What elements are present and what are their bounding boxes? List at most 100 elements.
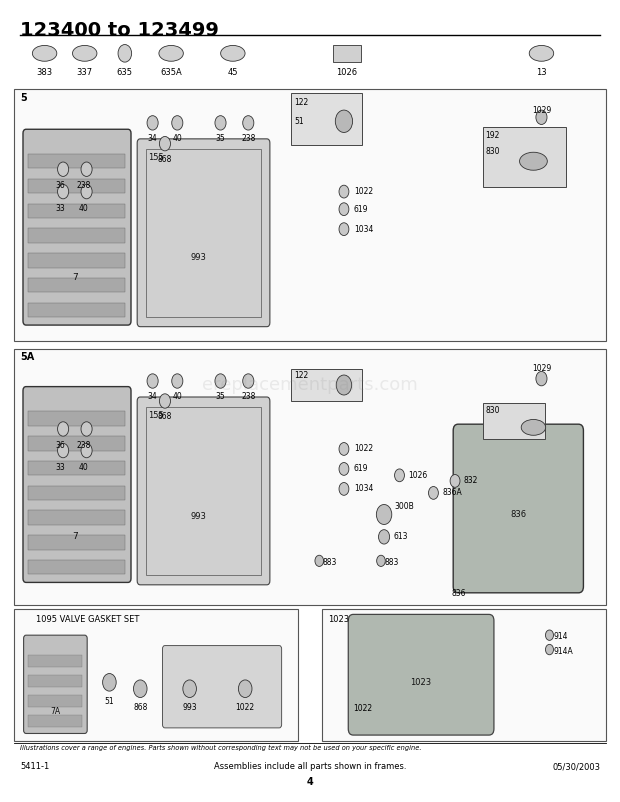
Text: 830: 830 xyxy=(485,406,500,415)
Text: 635: 635 xyxy=(117,67,133,77)
Text: 619: 619 xyxy=(354,205,368,213)
Text: 4: 4 xyxy=(307,776,313,787)
Text: 1029: 1029 xyxy=(532,106,551,115)
Text: 1022: 1022 xyxy=(353,704,373,713)
Text: 883: 883 xyxy=(384,558,399,567)
Circle shape xyxy=(339,203,349,216)
Text: 635A: 635A xyxy=(160,67,182,77)
Text: 1022: 1022 xyxy=(236,703,255,712)
Circle shape xyxy=(339,443,349,456)
Bar xyxy=(28,461,125,476)
Text: 155: 155 xyxy=(148,411,164,419)
Bar xyxy=(28,436,125,451)
Text: Assemblies include all parts shown in frames.: Assemblies include all parts shown in fr… xyxy=(214,762,406,772)
Bar xyxy=(28,535,125,549)
Text: 993: 993 xyxy=(191,253,207,261)
Text: 35: 35 xyxy=(216,134,226,143)
Bar xyxy=(28,655,82,667)
Text: 33: 33 xyxy=(55,463,65,472)
Circle shape xyxy=(58,444,69,458)
Bar xyxy=(28,204,125,218)
Text: 7: 7 xyxy=(73,273,78,282)
Circle shape xyxy=(58,184,69,199)
FancyBboxPatch shape xyxy=(453,424,583,593)
Text: ereplacementparts.com: ereplacementparts.com xyxy=(202,376,418,394)
Circle shape xyxy=(215,374,226,388)
FancyBboxPatch shape xyxy=(137,397,270,585)
Bar xyxy=(28,302,125,317)
Text: 993: 993 xyxy=(191,512,207,521)
Circle shape xyxy=(376,504,392,525)
Bar xyxy=(28,229,125,243)
Bar xyxy=(14,89,606,341)
Text: 40: 40 xyxy=(79,204,89,213)
Text: 122: 122 xyxy=(294,98,309,107)
Bar xyxy=(334,45,361,62)
Circle shape xyxy=(394,469,404,482)
Text: 51: 51 xyxy=(294,117,304,126)
FancyBboxPatch shape xyxy=(137,139,270,326)
Text: 868: 868 xyxy=(157,155,172,164)
Circle shape xyxy=(58,422,69,436)
Text: 337: 337 xyxy=(77,67,93,77)
FancyBboxPatch shape xyxy=(24,635,87,734)
Text: 123400 to 123499: 123400 to 123499 xyxy=(20,22,219,40)
Text: 1022: 1022 xyxy=(354,444,373,453)
Bar xyxy=(28,253,125,268)
Text: 836: 836 xyxy=(452,589,466,597)
Text: 45: 45 xyxy=(228,67,238,77)
Text: 40: 40 xyxy=(79,463,89,472)
Text: 35: 35 xyxy=(216,392,226,401)
Text: 868: 868 xyxy=(133,703,148,712)
Text: 1023: 1023 xyxy=(329,615,350,624)
Circle shape xyxy=(81,162,92,176)
Bar xyxy=(291,93,363,145)
Circle shape xyxy=(172,374,183,388)
FancyBboxPatch shape xyxy=(23,387,131,582)
Text: 883: 883 xyxy=(322,558,337,567)
Text: 914: 914 xyxy=(554,632,569,642)
Text: 836A: 836A xyxy=(442,488,462,497)
Circle shape xyxy=(133,680,147,698)
Text: 122: 122 xyxy=(294,371,309,380)
Bar xyxy=(291,369,363,401)
Text: 238: 238 xyxy=(76,441,91,450)
Bar xyxy=(322,609,606,741)
Circle shape xyxy=(379,529,389,544)
Bar xyxy=(28,675,82,687)
Circle shape xyxy=(339,463,349,476)
Circle shape xyxy=(339,483,349,496)
Circle shape xyxy=(81,422,92,436)
Text: 34: 34 xyxy=(148,134,157,143)
Text: 33: 33 xyxy=(55,204,65,213)
Text: 155: 155 xyxy=(148,153,164,162)
Text: 613: 613 xyxy=(394,533,409,541)
Text: 36: 36 xyxy=(55,181,65,190)
Text: 383: 383 xyxy=(37,67,53,77)
Text: 1023: 1023 xyxy=(410,678,432,687)
Circle shape xyxy=(242,374,254,388)
Text: 238: 238 xyxy=(76,181,91,190)
Circle shape xyxy=(103,674,116,691)
Text: 832: 832 xyxy=(464,476,478,485)
Text: 238: 238 xyxy=(241,134,255,143)
Circle shape xyxy=(377,555,385,566)
Ellipse shape xyxy=(520,152,547,170)
Text: 1034: 1034 xyxy=(354,484,373,493)
Text: 40: 40 xyxy=(172,392,182,401)
Bar xyxy=(28,511,125,525)
Circle shape xyxy=(335,110,353,132)
Text: 5411-1: 5411-1 xyxy=(20,762,49,772)
Text: 7A: 7A xyxy=(50,707,60,715)
Circle shape xyxy=(536,110,547,124)
Ellipse shape xyxy=(521,419,546,435)
Bar xyxy=(14,609,298,741)
Circle shape xyxy=(147,374,158,388)
Bar xyxy=(28,560,125,574)
Bar xyxy=(483,127,566,187)
Bar xyxy=(146,407,260,575)
Text: 34: 34 xyxy=(148,392,157,401)
Circle shape xyxy=(118,45,131,62)
Circle shape xyxy=(172,115,183,130)
Bar xyxy=(14,349,606,605)
